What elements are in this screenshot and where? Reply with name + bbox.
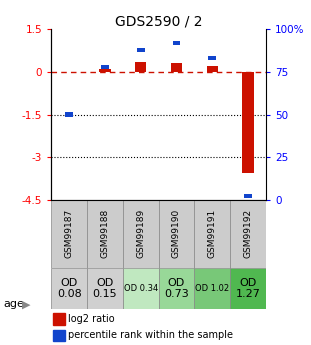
Text: OD
0.08: OD 0.08 (57, 278, 81, 299)
Bar (207, 66, 218, 72)
Text: OD 1.02: OD 1.02 (195, 284, 229, 293)
Bar (65, 112, 73, 117)
Bar (159, 200, 194, 268)
Bar (194, 268, 230, 309)
Bar (194, 200, 230, 268)
Text: age: age (3, 299, 24, 309)
Bar (51, 268, 87, 309)
Text: GSM99189: GSM99189 (136, 209, 145, 258)
Bar (87, 200, 123, 268)
Bar (135, 62, 146, 72)
Bar (208, 56, 216, 60)
Bar (137, 48, 145, 52)
Bar (51, 200, 87, 268)
Bar (101, 65, 109, 69)
Text: GSM99188: GSM99188 (100, 209, 109, 258)
Bar (244, 194, 252, 198)
Text: ▶: ▶ (22, 299, 31, 309)
Bar (99, 69, 111, 72)
Bar (230, 268, 266, 309)
Bar (53, 314, 65, 325)
Bar (123, 200, 159, 268)
Text: GSM99187: GSM99187 (65, 209, 74, 258)
Bar (171, 63, 182, 72)
Text: OD
1.27: OD 1.27 (236, 278, 260, 299)
Text: GSM99192: GSM99192 (244, 209, 253, 258)
Bar (159, 268, 194, 309)
Text: OD
0.73: OD 0.73 (164, 278, 189, 299)
Title: GDS2590 / 2: GDS2590 / 2 (115, 14, 202, 28)
Bar (53, 329, 65, 341)
Text: GSM99191: GSM99191 (208, 209, 217, 258)
Bar (242, 72, 254, 173)
Bar (123, 268, 159, 309)
Text: OD
0.15: OD 0.15 (93, 278, 117, 299)
Bar (230, 200, 266, 268)
Bar (87, 268, 123, 309)
Text: log2 ratio: log2 ratio (68, 314, 115, 324)
Text: percentile rank within the sample: percentile rank within the sample (68, 330, 234, 340)
Text: OD 0.34: OD 0.34 (123, 284, 158, 293)
Text: GSM99190: GSM99190 (172, 209, 181, 258)
Bar (173, 41, 180, 45)
